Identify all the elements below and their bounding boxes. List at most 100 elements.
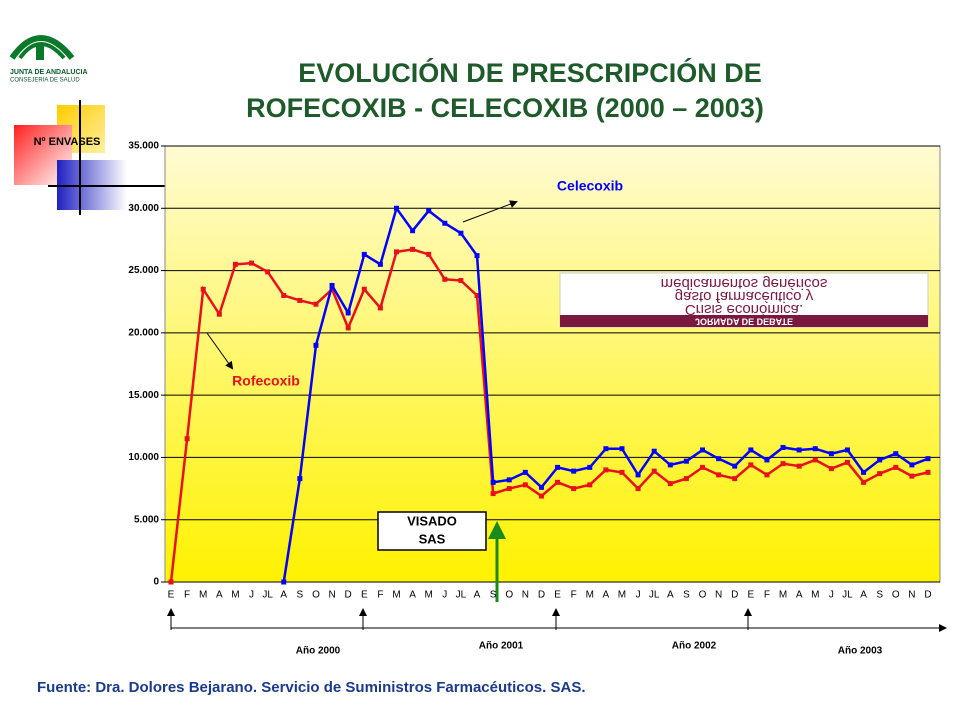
- data-point: [877, 471, 883, 477]
- data-point: [377, 261, 383, 267]
- footer: Fuente: Dra. Dolores Bejarano. Servicio …: [37, 679, 586, 696]
- annotation-arrow: [206, 332, 234, 370]
- data-point: [925, 456, 931, 462]
- data-point: [732, 476, 738, 482]
- data-point: [780, 461, 786, 467]
- data-point: [780, 444, 786, 450]
- x-tick-label: A: [603, 590, 610, 601]
- x-tick-label: D: [345, 590, 352, 601]
- data-point: [410, 228, 416, 234]
- x-tick-label: M: [618, 590, 626, 601]
- data-point: [313, 342, 319, 348]
- data-point: [667, 481, 673, 487]
- year-label: Año 2003: [838, 646, 883, 657]
- x-tick-label: D: [731, 590, 738, 601]
- y-tick-label: 0: [153, 577, 159, 588]
- data-point: [603, 467, 609, 473]
- data-point: [651, 448, 657, 454]
- x-tick-label: O: [505, 590, 513, 601]
- x-tick-label: J: [636, 590, 641, 601]
- data-point: [732, 463, 738, 469]
- data-point: [667, 462, 673, 468]
- x-tick-label: M: [392, 590, 400, 601]
- x-tick-label: A: [216, 590, 223, 601]
- y-axis-label: Nº ENVASES: [34, 136, 101, 148]
- x-tick-label: A: [860, 590, 867, 601]
- data-point: [877, 457, 883, 463]
- visado-text: VISADO: [407, 513, 457, 528]
- x-tick-label: O: [892, 590, 900, 601]
- x-tick-label: N: [908, 590, 915, 601]
- data-point: [281, 292, 287, 298]
- series-line: [169, 248, 929, 583]
- y-tick-label: 20.000: [128, 327, 159, 338]
- data-point: [700, 464, 706, 470]
- inset: [559, 272, 929, 328]
- x-tick-label: D: [924, 590, 931, 601]
- x-tick-label: A: [474, 590, 481, 601]
- x-tick-label: N: [522, 590, 529, 601]
- y-tick-label: 10.000: [128, 452, 159, 463]
- series-label: Rofecoxib: [232, 373, 300, 389]
- data-point: [909, 462, 915, 468]
- data-point: [313, 301, 319, 307]
- series-label: Celecoxib: [557, 178, 623, 194]
- year-label: Año 2001: [479, 641, 524, 652]
- data-point: [893, 451, 899, 457]
- data-point: [844, 459, 850, 465]
- y-tick-label: 35.000: [128, 141, 159, 152]
- data-point: [828, 451, 834, 457]
- x-tick-label: JL: [649, 590, 660, 601]
- data-point: [619, 469, 625, 475]
- data-point: [716, 456, 722, 462]
- x-tick-label: M: [586, 590, 594, 601]
- x-tick-label: JL: [456, 590, 467, 601]
- data-point: [361, 251, 367, 257]
- data-point: [893, 464, 899, 470]
- x-tick-label: M: [779, 590, 787, 601]
- data-point: [683, 476, 689, 482]
- inset-text: JORNADA DE DEBATE: [695, 317, 793, 327]
- data-point: [571, 486, 577, 492]
- x-tick-label: M: [425, 590, 433, 601]
- data-point: [490, 479, 496, 485]
- data-point: [393, 205, 399, 211]
- x-tick-label: E: [361, 590, 368, 601]
- data-point: [506, 477, 512, 483]
- data-point: [796, 463, 802, 469]
- data-point: [812, 446, 818, 452]
- data-point: [764, 472, 770, 478]
- y-tick-label: 25.000: [128, 265, 159, 276]
- x-tick-label: S: [683, 590, 690, 601]
- x-tick-label: N: [715, 590, 722, 601]
- data-point: [426, 208, 432, 214]
- data-point: [603, 446, 609, 452]
- data-point: [571, 468, 577, 474]
- data-point: [297, 476, 303, 482]
- series-group: [168, 205, 931, 585]
- y-tick-label: 15.000: [128, 390, 159, 401]
- x-tick-label: E: [168, 590, 175, 601]
- data-point: [683, 458, 689, 464]
- data-point: [361, 286, 367, 292]
- data-point: [538, 493, 544, 499]
- x-tick-label: J: [249, 590, 254, 601]
- x-tick-label: A: [796, 590, 803, 601]
- y-tick-label: 30.000: [128, 203, 159, 214]
- data-point: [587, 464, 593, 470]
- inset-text: medicamentos genéricos: [661, 275, 828, 292]
- chart-title: ROFECOXIB - CELECOXIB (2000 – 2003): [246, 93, 764, 123]
- data-point: [216, 311, 222, 317]
- data-point: [587, 482, 593, 488]
- y-tick-label: 5.000: [134, 514, 159, 525]
- x-tick-label: D: [538, 590, 545, 601]
- chart-title: EVOLUCIÓN DE PRESCRIPCIÓN DE: [298, 57, 762, 88]
- data-point: [716, 472, 722, 478]
- data-point: [828, 466, 834, 472]
- x-tick-label: M: [199, 590, 207, 601]
- data-point: [345, 310, 351, 316]
- annotation-arrow: [462, 200, 518, 223]
- data-point: [555, 479, 561, 485]
- data-point: [329, 283, 335, 289]
